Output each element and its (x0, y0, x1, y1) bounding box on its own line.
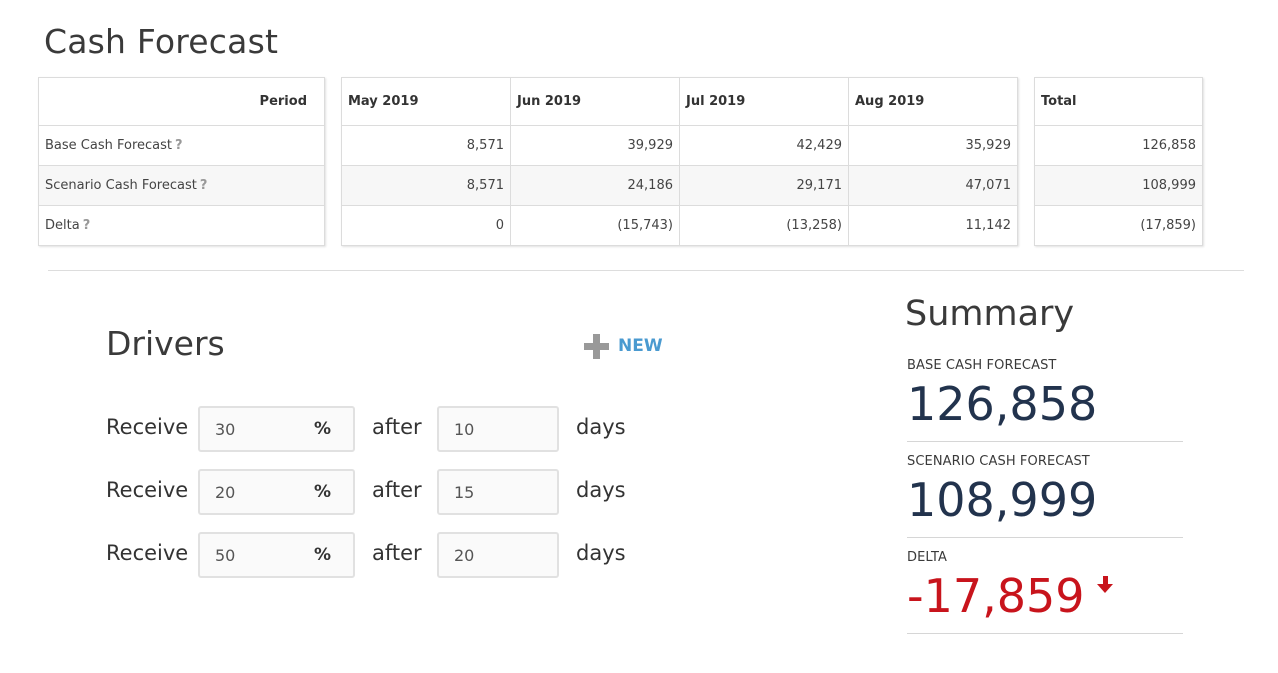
arrow-down-icon (1096, 576, 1115, 594)
delta-summary-value: -17,859 (907, 569, 1085, 623)
total-cell: (17,859) (1034, 205, 1203, 246)
table-row: (17,859) (1034, 205, 1203, 246)
help-icon[interactable]: ? (82, 218, 91, 233)
days-label: days (576, 478, 626, 502)
percent-symbol: % (313, 545, 331, 565)
receive-label: Receive (106, 478, 189, 502)
total-cell: 108,999 (1034, 165, 1203, 206)
table-row: 8,571 39,929 42,429 35,929 (341, 125, 1018, 166)
percent-field[interactable]: % (198, 532, 355, 578)
percent-symbol: % (313, 482, 331, 502)
receive-label: Receive (106, 415, 189, 439)
period-header: Period (38, 77, 325, 126)
days-field[interactable] (437, 469, 559, 515)
total-table: Total 126,858 108,999 (17,859) (1034, 77, 1203, 246)
row-label-text: Scenario Cash Forecast (45, 178, 197, 193)
table-row: 0 (15,743) (13,258) 11,142 (341, 205, 1018, 246)
days-input[interactable] (454, 545, 534, 565)
help-icon[interactable]: ? (175, 138, 183, 153)
scenario-summary: SCENARIO CASH FORECAST 108,999 (907, 454, 1183, 538)
percent-input[interactable] (215, 482, 295, 502)
row-label-text: Delta (45, 218, 80, 233)
table-cell: 0 (341, 205, 511, 246)
table-cell: 8,571 (341, 125, 511, 166)
scenario-summary-label: SCENARIO CASH FORECAST (907, 454, 1090, 469)
after-label: after (372, 541, 422, 565)
new-driver-button[interactable]: NEW (584, 333, 663, 359)
table-cell: 47,071 (848, 165, 1018, 206)
row-label-base: Base Cash Forecast? (38, 125, 325, 166)
after-label: after (372, 415, 422, 439)
days-field[interactable] (437, 406, 559, 452)
scenario-summary-value: 108,999 (907, 473, 1098, 527)
total-cell: 126,858 (1034, 125, 1203, 166)
month-header: Jun 2019 (510, 77, 680, 126)
help-icon[interactable]: ? (199, 178, 208, 193)
month-header: Jul 2019 (679, 77, 849, 126)
percent-field[interactable]: % (198, 406, 355, 452)
delta-summary: DELTA -17,859 (907, 550, 1183, 634)
percent-field[interactable]: % (198, 469, 355, 515)
table-cell: (13,258) (679, 205, 849, 246)
table-cell: (15,743) (510, 205, 680, 246)
percent-input[interactable] (215, 545, 295, 565)
row-label-text: Base Cash Forecast (45, 138, 172, 153)
row-label-scenario: Scenario Cash Forecast? (38, 165, 325, 206)
table-cell: 8,571 (341, 165, 511, 206)
base-summary-value: 126,858 (907, 377, 1098, 431)
plus-icon (584, 333, 609, 359)
table-cell: 35,929 (848, 125, 1018, 166)
section-divider (48, 270, 1244, 271)
total-header: Total (1034, 77, 1203, 126)
new-driver-label: NEW (618, 336, 663, 356)
days-field[interactable] (437, 532, 559, 578)
drivers-title: Drivers (106, 324, 225, 363)
days-input[interactable] (454, 419, 534, 439)
row-label-delta: Delta? (38, 205, 325, 246)
month-header: May 2019 (341, 77, 511, 126)
table-cell: 11,142 (848, 205, 1018, 246)
page-title: Cash Forecast (44, 22, 279, 61)
days-label: days (576, 541, 626, 565)
table-row: 126,858 (1034, 125, 1203, 166)
table-row: 108,999 (1034, 165, 1203, 206)
table-cell: 24,186 (510, 165, 680, 206)
percent-symbol: % (313, 419, 331, 439)
percent-input[interactable] (215, 419, 295, 439)
days-input[interactable] (454, 482, 534, 502)
monthly-values-table: May 2019 Jun 2019 Jul 2019 Aug 2019 8,57… (341, 77, 1018, 246)
table-cell: 39,929 (510, 125, 680, 166)
delta-summary-value-wrap: -17,859 (907, 569, 1183, 623)
table-cell: 42,429 (679, 125, 849, 166)
table-row: 8,571 24,186 29,171 47,071 (341, 165, 1018, 206)
month-header: Aug 2019 (848, 77, 1018, 126)
delta-summary-label: DELTA (907, 550, 948, 565)
table-cell: 29,171 (679, 165, 849, 206)
days-label: days (576, 415, 626, 439)
after-label: after (372, 478, 422, 502)
summary-title: Summary (905, 294, 1075, 334)
row-labels-table: Period Base Cash Forecast? Scenario Cash… (38, 77, 325, 246)
base-summary-label: BASE CASH FORECAST (907, 358, 1057, 373)
base-summary: BASE CASH FORECAST 126,858 (907, 358, 1183, 442)
receive-label: Receive (106, 541, 189, 565)
